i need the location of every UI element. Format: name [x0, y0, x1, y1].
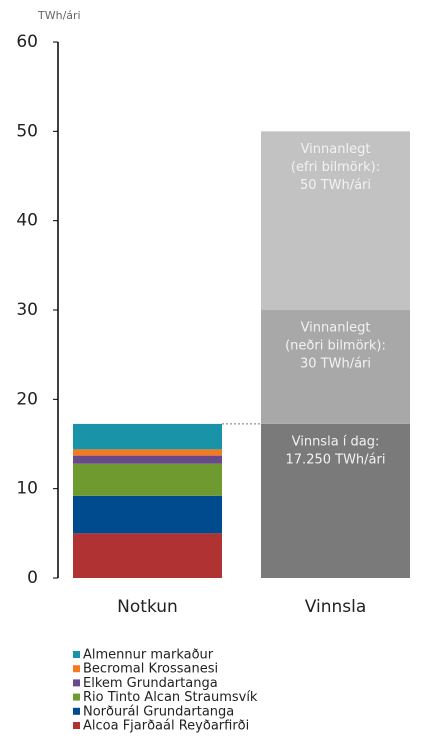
y-tick-label: 0: [27, 568, 38, 588]
segment-label: Vinnanlegt: [301, 142, 371, 157]
bar-segment: [73, 423, 222, 450]
y-axis-label: TWh/ári: [37, 9, 81, 22]
bar-segment: [73, 455, 222, 464]
segment-label: 30 TWh/ári: [300, 357, 371, 372]
segment-label: Vinnanlegt: [301, 321, 371, 336]
legend-label: Rio Tinto Alcan Straumsvík: [83, 690, 258, 705]
legend-swatch: [73, 651, 80, 658]
y-tick-label: 10: [16, 479, 38, 499]
x-tick-label: Notkun: [117, 597, 178, 617]
bar-segment: [73, 533, 222, 578]
y-tick-label: 30: [16, 300, 38, 320]
y-tick-label: 60: [16, 32, 38, 52]
bar-segment: [261, 131, 410, 310]
bar-segment: [261, 423, 410, 578]
bar-segment: [73, 463, 222, 496]
segment-label: Vinnsla í dag:: [292, 434, 380, 449]
segment-label: (efri bilmörk):: [291, 160, 380, 175]
y-tick-label: 20: [16, 389, 38, 409]
legend-label: Elkem Grundartanga: [83, 676, 218, 691]
segment-label: 17.250 TWh/ári: [286, 452, 386, 467]
legend-label: Becromal Krossanesi: [83, 662, 218, 677]
bar-segment: [73, 449, 222, 456]
legend-swatch: [73, 679, 80, 687]
legend-label: Alcoa Fjarðaál Reyðarfirði: [83, 719, 249, 734]
legend-swatch: [73, 665, 80, 673]
legend-label: Almennur markaður: [83, 648, 214, 663]
legend-swatch: [73, 707, 80, 715]
legend-swatch: [73, 693, 80, 701]
segment-label: (neðri bilmörk):: [285, 339, 386, 354]
bar-segment: [73, 495, 222, 534]
legend-label: Norðurál Grundartanga: [83, 704, 234, 719]
x-tick-label: Vinnsla: [305, 597, 367, 617]
y-tick-label: 50: [16, 121, 38, 141]
bar-segment: [261, 310, 410, 424]
legend-swatch: [73, 722, 80, 729]
y-tick-label: 40: [16, 211, 38, 231]
segment-label: 50 TWh/ári: [300, 178, 371, 193]
